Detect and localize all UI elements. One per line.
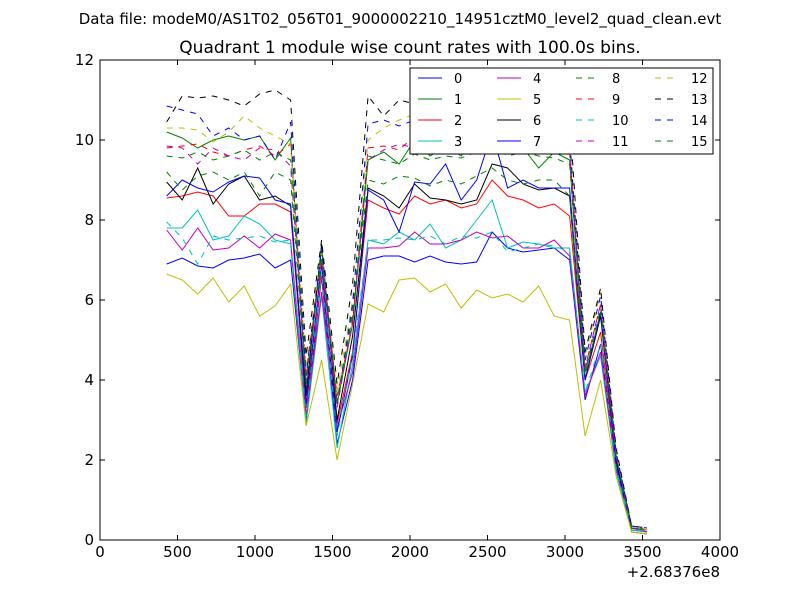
x-tick-label: 3000 xyxy=(546,543,584,561)
series-line-6 xyxy=(166,163,648,531)
series-line-2 xyxy=(166,179,648,533)
data-file-suptitle: Data file: modeM0/AS1T02_056T01_90000022… xyxy=(79,10,722,29)
chart-title: Quadrant 1 module wise count rates with … xyxy=(179,38,640,58)
legend-label-8: 8 xyxy=(612,72,620,87)
y-tick-label: 0 xyxy=(84,531,94,549)
y-tick-label: 4 xyxy=(84,371,94,389)
y-tick-label: 10 xyxy=(75,131,94,149)
x-tick-label: 2000 xyxy=(391,543,429,561)
legend-label-10: 10 xyxy=(612,114,629,129)
series-line-0 xyxy=(166,231,648,535)
legend-label-11: 11 xyxy=(612,135,629,150)
series-line-15 xyxy=(166,143,648,531)
x-tick-label: 500 xyxy=(163,543,192,561)
x-tick-label: 1500 xyxy=(313,543,351,561)
x-axis: 0 500 1000 1500 2000 2500 3000 3500 4000 xyxy=(95,60,739,561)
y-tick-label: 2 xyxy=(84,451,94,469)
legend-label-2: 2 xyxy=(454,114,462,129)
legend-frame xyxy=(409,67,714,155)
x-axis-offset-label: +2.68376e8 xyxy=(627,563,720,581)
legend-label-0: 0 xyxy=(454,72,462,87)
y-tick-label: 8 xyxy=(84,211,94,229)
legend-label-3: 3 xyxy=(454,135,462,150)
legend-label-1: 1 xyxy=(454,93,462,108)
legend-label-7: 7 xyxy=(533,135,541,150)
legend-label-12: 12 xyxy=(691,72,708,87)
legend-label-6: 6 xyxy=(533,114,541,129)
series-line-3 xyxy=(166,198,648,533)
x-tick-label: 2500 xyxy=(468,543,506,561)
legend-label-9: 9 xyxy=(612,93,620,108)
x-tick-label: 0 xyxy=(95,543,105,561)
legend-label-5: 5 xyxy=(533,93,541,108)
x-tick-label: 3500 xyxy=(623,543,661,561)
series-line-4 xyxy=(166,227,648,533)
x-tick-label: 4000 xyxy=(701,543,739,561)
legend-label-14: 14 xyxy=(691,114,708,129)
series-line-5 xyxy=(166,273,648,535)
series-line-8 xyxy=(166,167,648,531)
x-tick-label: 1000 xyxy=(236,543,274,561)
legend-label-13: 13 xyxy=(691,93,708,108)
y-tick-label: 12 xyxy=(75,51,94,69)
y-tick-label: 6 xyxy=(84,291,94,309)
legend-label-15: 15 xyxy=(691,135,708,150)
legend-label-4: 4 xyxy=(533,72,541,87)
